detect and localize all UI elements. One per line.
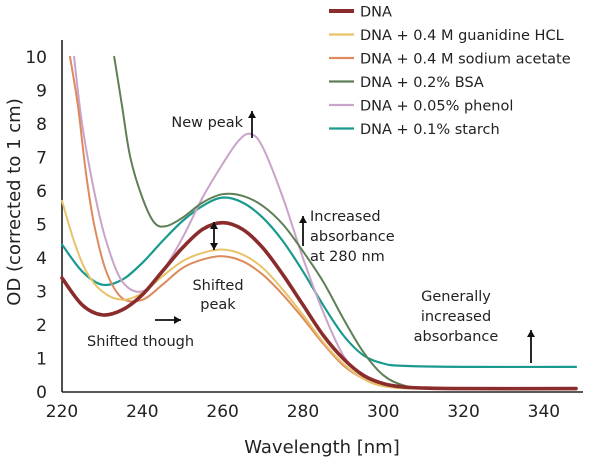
- y-tick-label-10: 10: [25, 48, 47, 68]
- x-tick-label-220: 220: [46, 402, 78, 422]
- y-tick-label-9: 9: [36, 81, 47, 101]
- annotation-generally-increased-line-1: Generally: [421, 289, 491, 305]
- x-tick-label-260: 260: [206, 402, 238, 422]
- annotation-shifted-trough-line-1: Shifted though: [87, 334, 194, 350]
- annotation-generally-increased-line-2: increased: [421, 309, 491, 325]
- legend-label-dna-0-05-phenol: DNA + 0.05% phenol: [360, 99, 513, 115]
- x-axis-title: Wavelength [nm]: [244, 437, 400, 458]
- annotation-increased-280-line-2: absorbance: [310, 229, 395, 245]
- x-tick-label-240: 240: [126, 402, 158, 422]
- x-tick-label-280: 280: [287, 402, 319, 422]
- annotation-new-peak-line-1: New peak: [171, 115, 243, 131]
- annotation-generally-increased-line-3: absorbance: [414, 329, 499, 345]
- annotation-arrow-new-peak: [248, 111, 256, 138]
- y-axis-title: OD (corrected to 1 cm): [4, 98, 25, 305]
- legend: DNA DNA + 0.4 M guanidine HCL DNA + 0.4 M …: [329, 5, 571, 138]
- y-tick-label-5: 5: [36, 215, 47, 235]
- y-tick-label-8: 8: [36, 115, 47, 135]
- annotations: New peak Increased absorbance at 280 nm Shif…: [87, 111, 535, 363]
- series-line-dna: [60, 220, 578, 391]
- series-line-dna-0-4-m-guanidine-hcl: [61, 199, 577, 391]
- annotation-shifted-peak-line-1: Shifted: [192, 278, 243, 294]
- annotation-shifted-peak-line-2: peak: [200, 297, 236, 313]
- series-layer: [60, 55, 578, 391]
- legend-label-dna-0-4-m-guanidine-hcl: DNA + 0.4 M guanidine HCL: [360, 28, 564, 44]
- y-tick-label-2: 2: [36, 316, 47, 336]
- x-tick-label-340: 340: [528, 402, 560, 422]
- annotation-increased-280-line-1: Increased: [310, 209, 381, 225]
- x-tick-label-320: 320: [447, 402, 479, 422]
- legend-label-dna-0-1-starch: DNA + 0.1% starch: [360, 122, 500, 138]
- tick-labels: 220 240 260 280 300 320 340 0 1 2 3 4 5 6 7 8 9 10: [25, 48, 560, 422]
- legend-label-dna-0-2-bsa: DNA + 0.2% BSA: [360, 75, 484, 91]
- axes: [61, 40, 583, 393]
- annotation-arrow-shifted-trough: [155, 316, 181, 324]
- x-tick-label-300: 300: [367, 402, 399, 422]
- series-line-dna-0-1-starch: [60, 196, 578, 369]
- annotation-arrow-generally-increased: [527, 330, 535, 363]
- y-tick-label-3: 3: [36, 282, 47, 302]
- y-tick-label-7: 7: [36, 148, 47, 168]
- legend-label-dna: DNA: [360, 5, 392, 21]
- annotation-increased-280-line-3: at 280 nm: [310, 249, 385, 265]
- legend-label-dna-0-4-m-sodium-acetate: DNA + 0.4 M sodium acetate: [360, 52, 571, 68]
- y-tick-label-6: 6: [36, 182, 47, 202]
- annotation-arrow-shifted-peak: [210, 222, 218, 250]
- y-tick-label-4: 4: [36, 249, 47, 269]
- y-tick-label-0: 0: [36, 383, 47, 403]
- y-tick-label-1: 1: [36, 349, 47, 369]
- annotation-arrow-increased-280: [299, 216, 307, 246]
